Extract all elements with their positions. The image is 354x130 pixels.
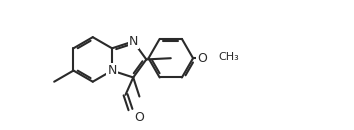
Text: N: N bbox=[129, 35, 138, 48]
Text: O: O bbox=[198, 52, 207, 65]
Text: CH₃: CH₃ bbox=[218, 53, 239, 63]
Text: O: O bbox=[134, 111, 144, 124]
Text: N: N bbox=[107, 64, 117, 77]
